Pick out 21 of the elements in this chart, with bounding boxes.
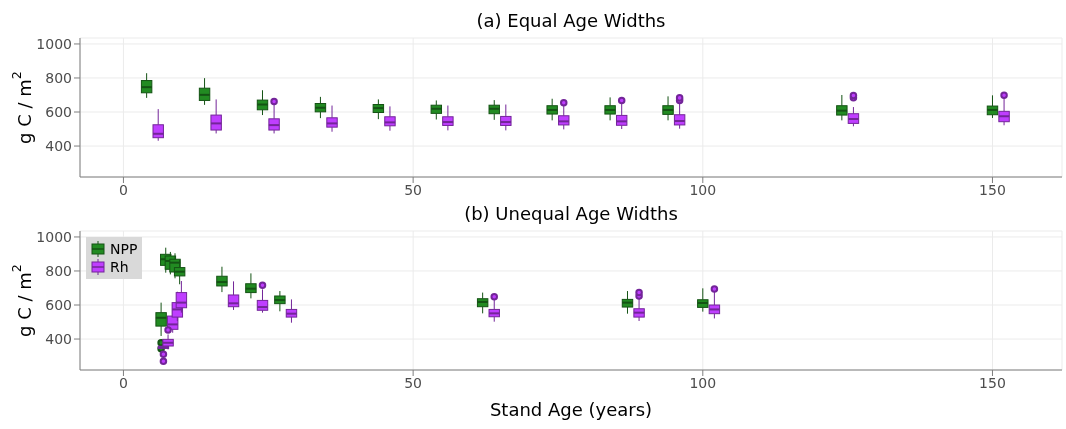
chart-title: (b) Unequal Age Widths [463,202,679,226]
y-tick-label: 400 [45,138,72,155]
legend-label: NPP [110,241,138,257]
y-tick-label: 800 [45,69,72,86]
chart-title: (a) Equal Age Widths [475,9,667,33]
x-tick-label: 50 [404,374,423,391]
x-tick-label: 50 [404,181,423,198]
y-tick-label: 400 [45,331,72,348]
x-tick-label: 150 [979,181,1006,198]
y-tick-label: 800 [45,262,72,279]
y-tick-label: 1000 [36,35,72,52]
x-axis-title: Stand Age (years) [489,399,653,420]
y-tick-label: 1000 [36,228,72,245]
x-tick-label: 100 [689,374,717,391]
y-tick-label: 600 [45,103,72,120]
x-tick-label: 100 [689,181,717,198]
legend-label: Rh [110,259,129,275]
x-tick-label: 150 [979,374,1006,391]
y-tick-label: 600 [45,296,72,313]
x-tick-label: 0 [118,374,128,391]
x-tick-label: 0 [118,181,128,198]
